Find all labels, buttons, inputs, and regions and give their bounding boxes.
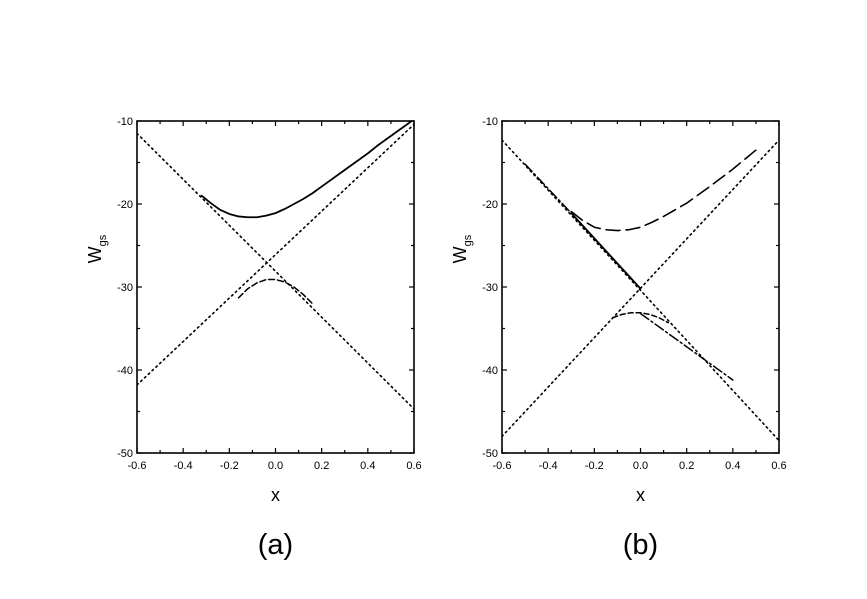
panel-a-series-dotted-0 — [137, 132, 414, 410]
panel-b-x-axis-label: x — [636, 485, 645, 505]
panel-b-xtick-label: 0.0 — [633, 460, 648, 472]
panel-b-plot-frame — [501, 120, 780, 454]
panel-b-y-axis-label: Wgs — [450, 234, 474, 263]
panel-b-xtick-label: -0.4 — [539, 460, 558, 472]
panel-b-ytick-label: -20 — [482, 199, 498, 211]
panel-a-ytick-label: -40 — [117, 365, 133, 377]
panel-b-series-solid-3 — [570, 212, 642, 290]
panel-b-series-shortdash-5 — [612, 311, 669, 324]
panel-a: -0.6 -0.4 -0.2 0.0 0.2 0.4 0.6 -10 -20 -30 -40 -50 x… — [85, 116, 422, 561]
panel-b-series-dotted-0 — [502, 139, 779, 442]
panel-a-x-axis-label: x — [271, 485, 280, 505]
panel-b-series-longdash-4 — [570, 149, 757, 232]
panel-a-series-dotted-1 — [137, 123, 414, 386]
panel-b-ytick-label: -30 — [482, 282, 498, 294]
panel-a-y-axis-label: Wgs — [85, 234, 109, 263]
panel-a-y-axis-label-main: W — [85, 246, 105, 263]
panel-a-series-group — [137, 121, 414, 410]
panel-a-xtick-label: 0.6 — [406, 460, 421, 472]
panel-a-ytick-label: -30 — [117, 282, 133, 294]
panel-b-series-dashdot-6 — [639, 312, 734, 381]
panel-a-series-dashed-3 — [237, 278, 314, 305]
panel-a-xtick-label: -0.2 — [220, 460, 239, 472]
panel-a-ytick-label: -50 — [117, 448, 133, 460]
panel-b-ytick-label: -40 — [482, 365, 498, 377]
panel-a-y-axis-label-sub: gs — [97, 234, 109, 246]
panel-b-y-axis-label-main: W — [450, 246, 470, 263]
panel-b-ytick-label: -10 — [482, 116, 498, 128]
panel-b-y-axis-label-sub: gs — [462, 234, 474, 246]
panel-a-label: (a) — [258, 529, 293, 561]
panel-b-ytick-label: -50 — [482, 448, 498, 460]
panel-a-xtick-label: -0.4 — [174, 460, 193, 472]
panel-b-label: (b) — [623, 529, 658, 561]
panel-b-xtick-label: -0.2 — [585, 460, 604, 472]
panel-a-xtick-label: 0.0 — [268, 460, 283, 472]
panel-a-ytick-label: -20 — [117, 199, 133, 211]
panel-a-plot-frame — [136, 120, 415, 454]
panel-a-xtick-label: 0.2 — [314, 460, 329, 472]
panel-b-xtick-label: -0.6 — [493, 460, 512, 472]
panel-a-series-solid-2 — [200, 121, 414, 219]
panel-a-ytick-label: -10 — [117, 116, 133, 128]
panel-a-xtick-label: 0.4 — [360, 460, 375, 472]
panel-b: -0.6 -0.4 -0.2 0.0 0.2 0.4 0.6 -10 -20 -30 -40 -50 x… — [450, 116, 787, 561]
panel-b-xtick-label: 0.4 — [725, 460, 740, 472]
panel-b-series-group — [502, 139, 779, 442]
panel-a-xtick-label: -0.6 — [128, 460, 147, 472]
panel-b-xtick-label: 0.2 — [679, 460, 694, 472]
panel-b-xtick-label: 0.6 — [771, 460, 786, 472]
